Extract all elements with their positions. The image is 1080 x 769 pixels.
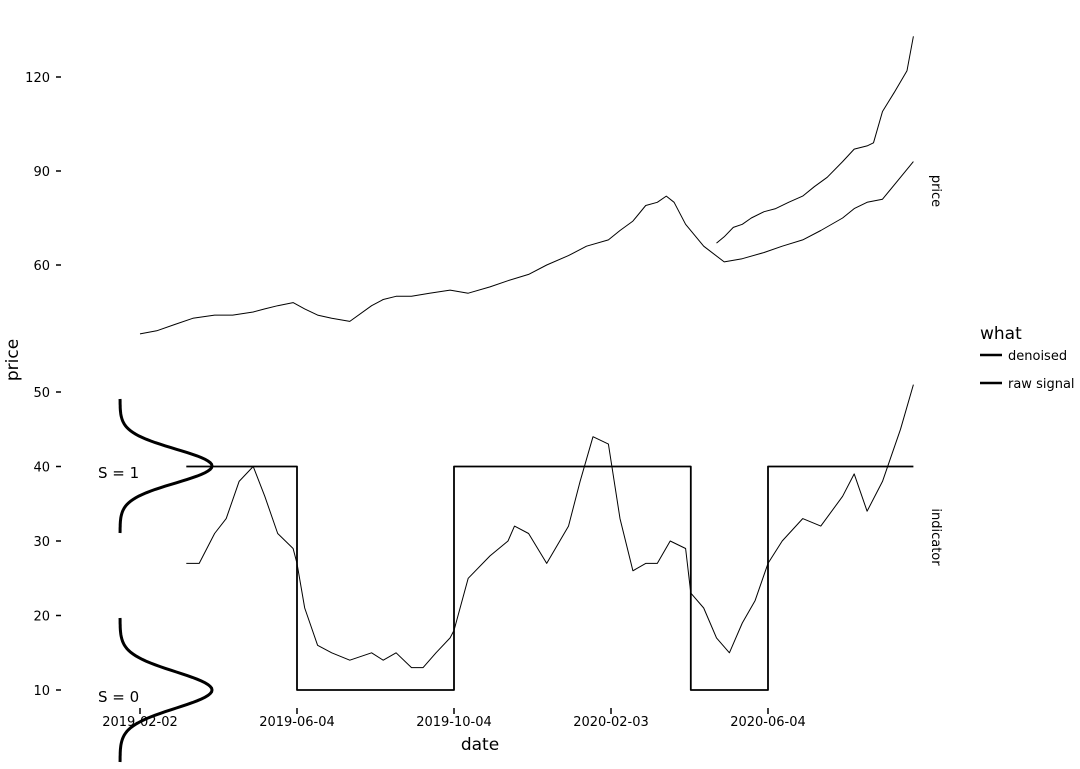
y-axis-title: price [3,339,23,381]
y-tick-label-indicator-30: 30 [33,535,50,550]
y-tick-label-price-90: 90 [33,165,50,180]
series-indicator-raw-signal [186,384,914,669]
strip-label-indicator: indicator [928,508,943,566]
legend-label-raw-signal: raw signal [1008,377,1075,392]
y-tick-label-price-120: 120 [25,71,50,86]
series-price-raw-signal [139,161,914,335]
legend: what denoised raw signal [980,324,1075,392]
y-tick-label-indicator-20: 20 [33,610,50,625]
x-tick-label-1: 2019-06-04 [259,715,335,730]
legend-title: what [980,324,1022,344]
x-tick-label-4: 2020-06-04 [730,715,806,730]
x-axis-title: date [461,735,499,755]
annotation-s0: S = 0 [98,688,139,706]
annotation-s1: S = 1 [98,464,139,482]
x-tick-label-2: 2019-10-04 [416,715,492,730]
chart-panels: 60 90 120 10 20 30 40 50 [25,36,914,699]
y-tick-label-indicator-40: 40 [33,461,50,476]
y-tick-label-indicator-10: 10 [33,684,50,699]
y-tick-label-indicator-50: 50 [33,386,50,401]
y-tick-label-price-60: 60 [33,259,50,274]
series-indicator-denoised [186,465,914,691]
panel-indicator: 10 20 30 40 50 [33,384,914,699]
density-curve-s1 [118,398,214,534]
series-price-denoised [716,36,914,244]
chart-overlay: 2019-02-02 2019-06-04 2019-10-04 2020-02-03… [102,398,806,763]
panel-price: 60 90 120 [25,36,914,335]
density-curve-s0 [118,617,214,763]
legend-label-denoised: denoised [1008,349,1067,364]
x-tick-label-3: 2020-02-03 [573,715,649,730]
strip-label-price: price [928,175,943,207]
